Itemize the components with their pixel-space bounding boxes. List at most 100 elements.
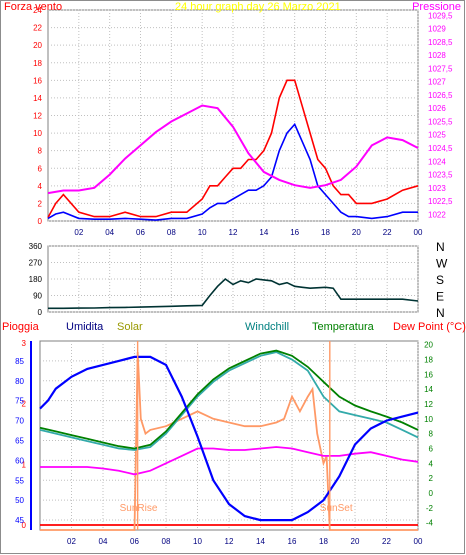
wind-tick-label: 16 <box>33 76 42 85</box>
legend-item: Solar <box>117 321 143 333</box>
pressure-tick-label: 1023 <box>428 184 446 193</box>
pressure-tick-label: 1028,5 <box>428 38 453 47</box>
rain-tick-label: 2 <box>22 400 27 409</box>
pressure-tick-label: 1025,5 <box>428 117 453 126</box>
sunset-label: SunSet <box>320 503 353 514</box>
wind-tick-label: 20 <box>33 41 42 50</box>
time-tick-label: 10 <box>193 537 202 546</box>
pressure-tick-label: 1027,5 <box>428 64 453 73</box>
pressure-tick-label: 1022 <box>428 210 446 219</box>
time-tick-label: 14 <box>256 537 265 546</box>
time-tick-label: 02 <box>67 537 76 546</box>
wind-tick-label: 4 <box>38 182 43 191</box>
pressure-tick-label: 1023,5 <box>428 171 453 180</box>
temperature-tick-label: 14 <box>424 385 433 394</box>
time-tick-label: 00 <box>414 537 423 546</box>
rain-tick-label: 0 <box>22 521 27 530</box>
wind-tick-label: 24 <box>33 6 42 15</box>
temperature-tick-label: 0 <box>429 489 434 498</box>
time-tick-label: 06 <box>136 228 145 237</box>
chart-title: 24 hour graph day 26 Marzo 2021 <box>175 1 341 13</box>
legend-item: Temperatura <box>312 321 375 333</box>
time-tick-label: 02 <box>74 228 83 237</box>
pressure-tick-label: 1024 <box>428 157 446 166</box>
humidity-tick-label: 85 <box>15 357 24 366</box>
dewpoint-series-line <box>40 446 419 476</box>
wind-direction-series-line <box>48 277 419 310</box>
temperature-tick-label: -4 <box>426 519 434 528</box>
pressure-tick-label: 1022,5 <box>428 197 453 206</box>
wind-tick-label: 22 <box>33 24 42 33</box>
pressure-tick-label: 1024,5 <box>428 144 453 153</box>
rain-tick-label: 1 <box>22 460 27 469</box>
pressure-axis-label: Pressione <box>412 1 461 13</box>
legend-item: Umidita <box>66 321 104 333</box>
time-tick-label: 08 <box>167 228 176 237</box>
temperature-tick-label: -2 <box>426 504 434 513</box>
time-tick-label: 00 <box>414 228 423 237</box>
temperature-series-line <box>39 349 419 450</box>
time-tick-label: 20 <box>351 537 360 546</box>
pressure-tick-label: 1029 <box>428 25 446 34</box>
temperature-tick-label: 16 <box>424 370 433 379</box>
pressure-tick-label: 1026,5 <box>428 91 453 100</box>
time-tick-label: 22 <box>382 537 391 546</box>
temperature-tick-label: 18 <box>424 356 433 365</box>
sunrise-label: SunRise <box>120 503 158 514</box>
pressure-tick-label: 1025 <box>428 131 446 140</box>
temperature-tick-label: 6 <box>429 444 434 453</box>
time-tick-label: 20 <box>352 228 361 237</box>
temperature-tick-label: 4 <box>429 459 434 468</box>
temperature-tick-label: 12 <box>424 400 433 409</box>
direction-tick-label: 180 <box>29 275 43 284</box>
time-tick-label: 12 <box>225 537 234 546</box>
wind-tick-label: 10 <box>33 129 42 138</box>
time-tick-label: 08 <box>162 537 171 546</box>
compass-direction-label: N <box>436 306 445 320</box>
humidity-tick-label: 50 <box>15 496 24 505</box>
humidity-tick-label: 80 <box>15 377 24 386</box>
compass-direction-label: E <box>436 290 444 304</box>
time-tick-label: 12 <box>229 228 238 237</box>
pressure-tick-label: 1028 <box>428 51 446 60</box>
time-tick-label: 04 <box>105 228 114 237</box>
pressure-tick-label: 1027 <box>428 78 446 87</box>
humidity-tick-label: 55 <box>15 476 24 485</box>
humidity-series-line <box>39 355 419 522</box>
temperature-tick-label: 2 <box>429 474 434 483</box>
temperature-tick-label: 10 <box>424 415 433 424</box>
time-tick-label: 16 <box>288 537 297 546</box>
humidity-tick-label: 70 <box>15 417 24 426</box>
compass-direction-label: W <box>436 257 448 271</box>
humidity-tick-label: 45 <box>15 516 24 525</box>
time-tick-label: 06 <box>130 537 139 546</box>
time-tick-label: 16 <box>290 228 299 237</box>
temperature-tick-label: 20 <box>424 341 433 350</box>
temperature-tick-label: 8 <box>429 430 434 439</box>
compass-direction-label: N <box>436 240 445 254</box>
wind-tick-label: 14 <box>33 94 42 103</box>
rain-tick-label: 3 <box>22 339 27 348</box>
pressure-series-line <box>47 104 419 195</box>
wind-tick-label: 8 <box>38 147 43 156</box>
legend-item: Pioggia <box>2 321 40 333</box>
wind-tick-label: 0 <box>38 217 43 226</box>
direction-tick-label: 0 <box>38 308 43 317</box>
time-tick-label: 14 <box>259 228 268 237</box>
wind-tick-label: 18 <box>33 59 42 68</box>
wind-axis-label: Forza vento <box>4 1 62 13</box>
direction-tick-label: 90 <box>33 292 42 301</box>
wind-tick-label: 12 <box>33 112 42 121</box>
humidity-tick-label: 65 <box>15 436 24 445</box>
time-tick-label: 18 <box>319 537 328 546</box>
direction-tick-label: 270 <box>29 259 43 268</box>
time-tick-label: 10 <box>198 228 207 237</box>
legend-item: Dew Point (°C) <box>393 321 466 333</box>
solar-series-line <box>40 352 418 531</box>
time-tick-label: 04 <box>99 537 108 546</box>
